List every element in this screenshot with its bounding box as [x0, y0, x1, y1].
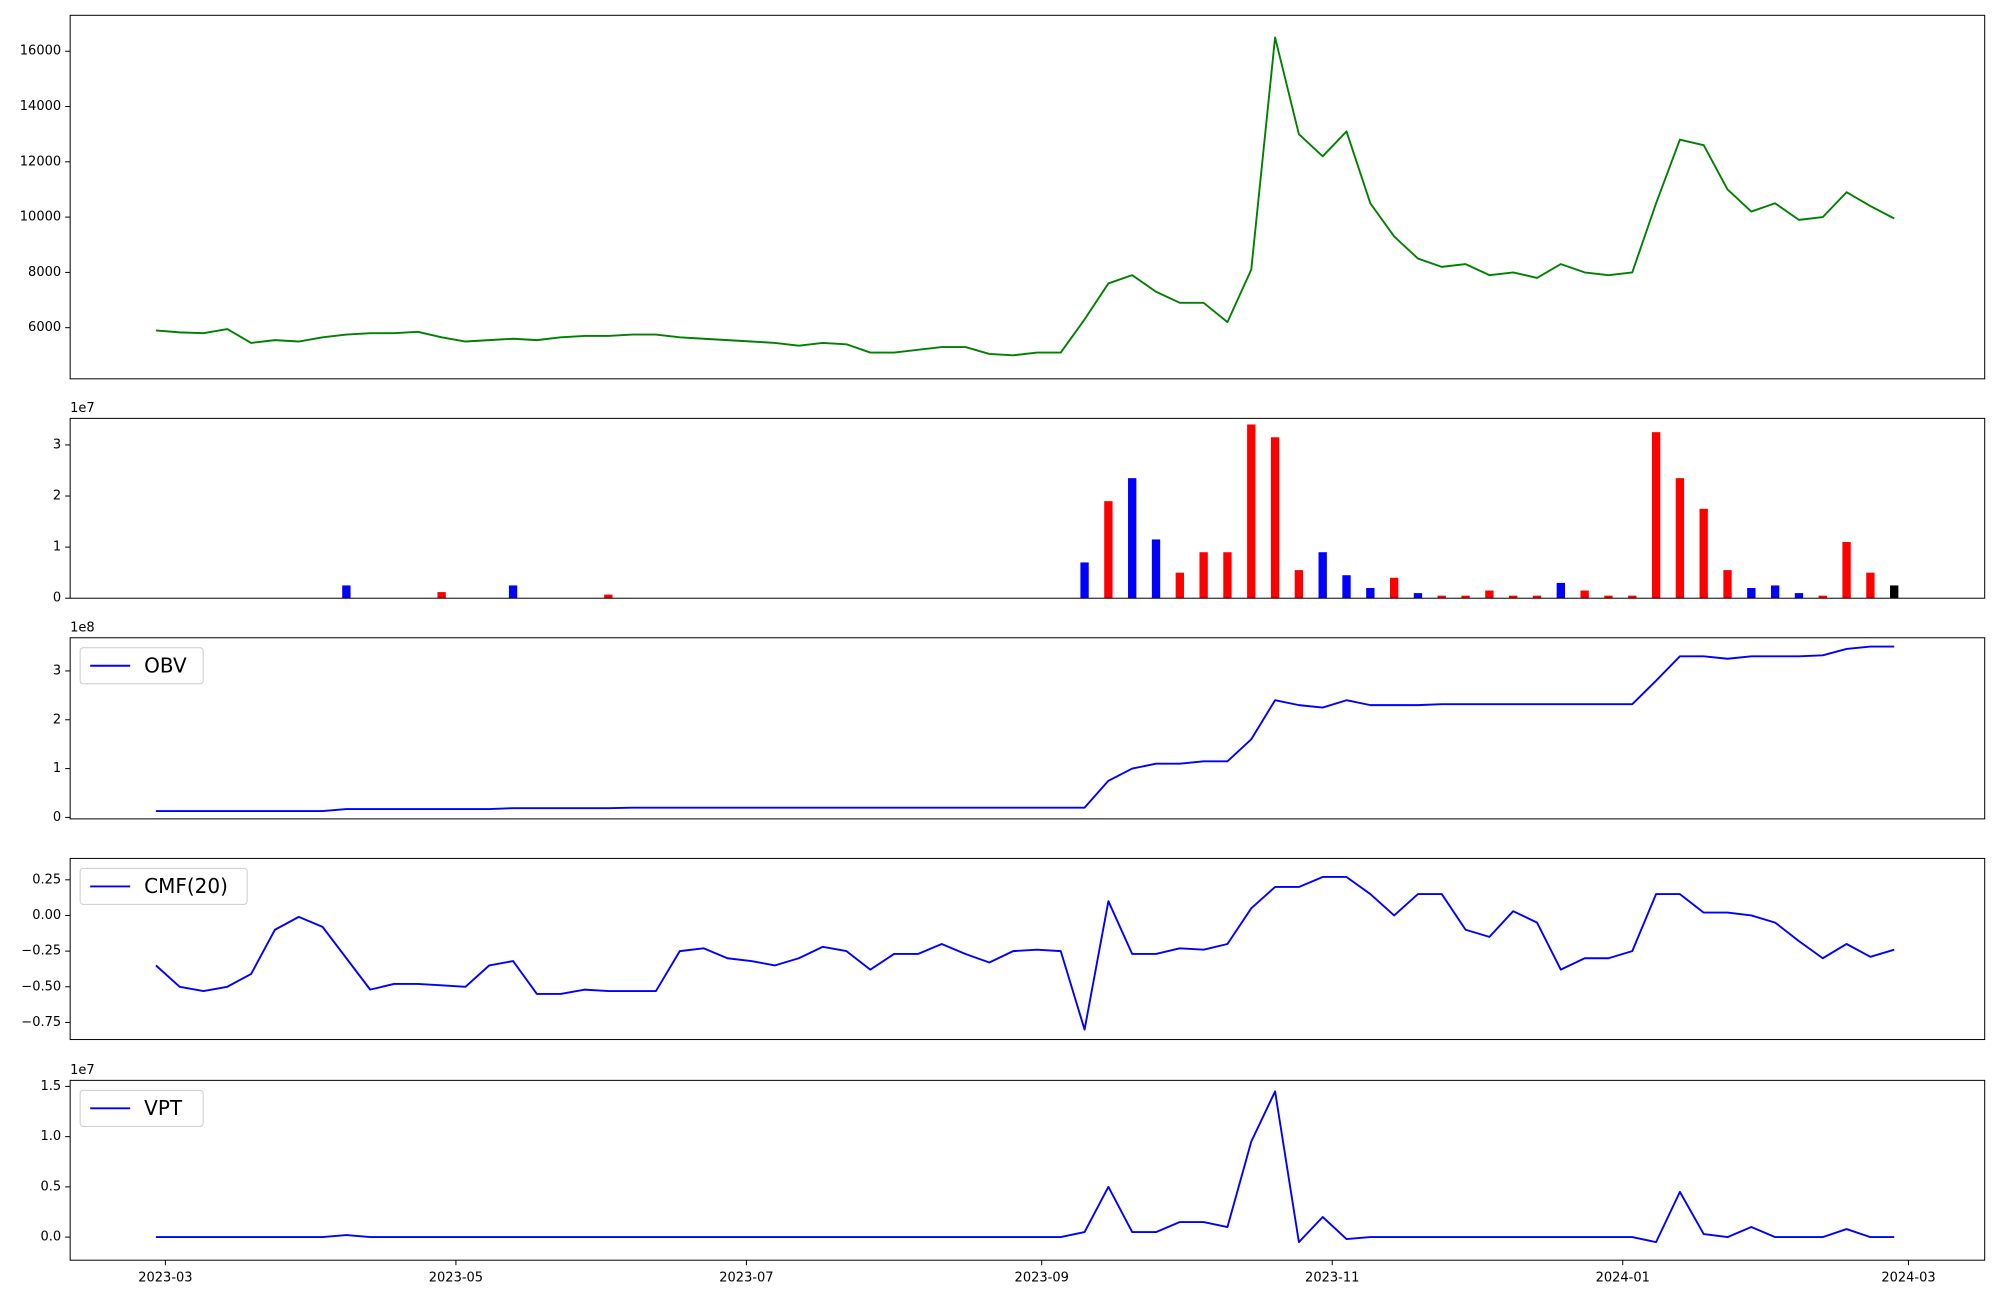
- series-line: [155, 1090, 1895, 1244]
- offset-label: 1e7: [70, 1063, 95, 1078]
- offset-label: 1e8: [70, 620, 95, 635]
- axes-frame: [69, 637, 1986, 820]
- volume-bar: [1223, 552, 1232, 599]
- volume-bar: [1723, 570, 1732, 599]
- axes-frame: [69, 417, 1986, 599]
- legend-label: CMF(20): [144, 874, 228, 898]
- y-tick-label: 0.25: [32, 872, 61, 887]
- volume-bar: [1294, 570, 1304, 599]
- plot-area: [155, 36, 1895, 357]
- volume-bar: [1651, 432, 1661, 599]
- volume-bar: [1770, 585, 1780, 599]
- y-tick-label: 0.0: [40, 1230, 61, 1245]
- volume-bar: [1604, 595, 1613, 599]
- volume-bar: [1175, 572, 1184, 599]
- volume-bar: [1818, 595, 1827, 599]
- y-tick-label: −0.50: [21, 979, 61, 994]
- volume-bar: [1199, 552, 1208, 599]
- subplot: 0.0 0.5 1.0 1.5 2023-03 2023-05 2023-07 2023-09…: [40, 1063, 1986, 1286]
- y-tick-label: 12000: [20, 154, 61, 169]
- y-tick-label: 14000: [20, 99, 61, 114]
- y-tick-label: 1.0: [40, 1129, 61, 1144]
- volume-bar: [1699, 508, 1708, 599]
- x-tick-label: 2023-07: [719, 1271, 773, 1286]
- volume-bar: [1318, 552, 1327, 599]
- y-tick-label: −0.25: [21, 944, 61, 959]
- y-tick-label: 3: [53, 663, 61, 678]
- y-tick-label: 3: [53, 437, 61, 452]
- y-tick-label: 0: [53, 810, 61, 825]
- volume-bar: [1628, 595, 1637, 599]
- y-tick-label: 16000: [20, 44, 61, 59]
- y-tick-label: 0.5: [40, 1179, 61, 1194]
- subplot: 0 1 2 3 1e8 OBV: [53, 620, 1986, 825]
- legend-label: OBV: [144, 653, 187, 677]
- volume-bar: [342, 585, 351, 599]
- series-line: [155, 876, 1895, 1031]
- plot-area: [155, 1090, 1895, 1244]
- y-tick-label: −0.75: [21, 1015, 61, 1030]
- volume-bar: [1842, 542, 1851, 599]
- volume-bar: [1270, 437, 1280, 599]
- volume-bar: [437, 592, 446, 599]
- volume-bar: [1437, 595, 1446, 599]
- volume-bar: [1461, 595, 1470, 599]
- volume-bar: [1151, 539, 1161, 599]
- y-tick-label: 8000: [28, 265, 61, 280]
- x-tick-label: 2023-03: [138, 1271, 192, 1286]
- x-tick-label: 2024-03: [1881, 1271, 1935, 1286]
- volume-bar: [1366, 587, 1375, 599]
- subplot: 6000 8000 10000 12000 14000 16000: [20, 14, 1986, 380]
- volume-bar: [1747, 587, 1756, 599]
- axes-frame: [69, 857, 1986, 1041]
- volume-bar: [1532, 595, 1542, 599]
- y-tick-label: 2: [53, 712, 61, 727]
- legend-box: [79, 647, 204, 685]
- subplot: −0.75 −0.50 −0.25 0.00 0.25 CMF(20): [21, 857, 1986, 1041]
- series-line: [155, 36, 1895, 357]
- subplot: 0 1 2 3 1e7: [53, 401, 1986, 606]
- volume-bar: [604, 594, 613, 599]
- legend-box: [79, 1089, 204, 1127]
- volume-bar: [1794, 593, 1804, 599]
- x-tick-label: 2023-05: [429, 1271, 483, 1286]
- volume-bar: [1342, 575, 1351, 599]
- x-tick-label: 2023-11: [1305, 1271, 1359, 1286]
- axes-frame: [69, 1079, 1986, 1261]
- legend-label: VPT: [144, 1096, 183, 1120]
- y-tick-label: 10000: [20, 210, 61, 225]
- axes-frame: [69, 14, 1986, 380]
- y-tick-label: 2: [53, 489, 61, 504]
- volume-bar: [508, 585, 518, 599]
- volume-bar: [1104, 501, 1113, 599]
- y-tick-label: 0.00: [32, 908, 61, 923]
- y-tick-label: 1: [53, 761, 61, 776]
- y-tick-label: 6000: [28, 320, 61, 335]
- volume-bar: [1485, 590, 1494, 599]
- volume-bar: [1866, 572, 1875, 599]
- offset-label: 1e7: [70, 401, 95, 416]
- plot-area: [155, 876, 1895, 1031]
- y-tick-label: 1.5: [40, 1079, 61, 1094]
- y-tick-label: 0: [53, 591, 61, 606]
- volume-bar: [1890, 585, 1899, 599]
- volume-bar: [1080, 562, 1089, 599]
- plot-area: [342, 424, 1899, 599]
- x-tick-label: 2024-01: [1596, 1271, 1650, 1286]
- volume-bar: [1675, 478, 1685, 599]
- legend-box: [79, 867, 248, 905]
- volume-bar: [1556, 582, 1565, 599]
- x-tick-label: 2023-09: [1015, 1271, 1069, 1286]
- volume-bar: [1580, 590, 1589, 599]
- volume-bar: [1509, 595, 1518, 599]
- series-line: [155, 645, 1895, 813]
- volume-bar: [1389, 577, 1399, 599]
- volume-bar: [1413, 593, 1423, 599]
- y-tick-label: 1: [53, 540, 61, 555]
- volume-bar: [1128, 478, 1137, 599]
- plot-area: [155, 645, 1895, 813]
- volume-bar: [1247, 424, 1256, 599]
